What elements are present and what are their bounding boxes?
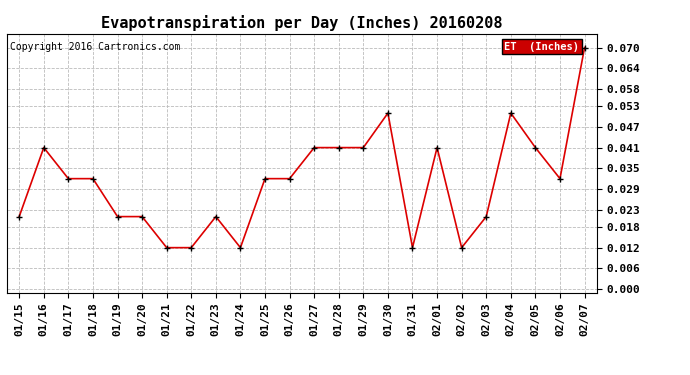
Text: Copyright 2016 Cartronics.com: Copyright 2016 Cartronics.com	[10, 42, 180, 51]
Text: ET  (Inches): ET (Inches)	[504, 42, 579, 51]
Title: Evapotranspiration per Day (Inches) 20160208: Evapotranspiration per Day (Inches) 2016…	[101, 15, 502, 31]
